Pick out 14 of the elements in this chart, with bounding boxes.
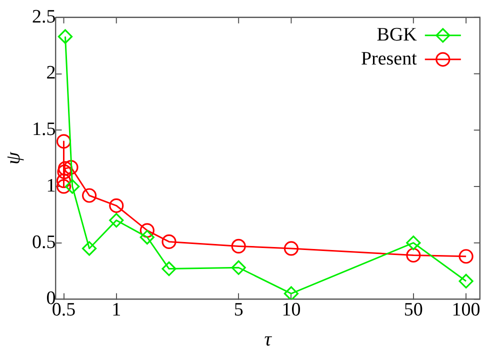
x-tick-label: 1 — [112, 300, 122, 321]
x-tick-label: 100 — [452, 300, 480, 321]
x-tick-label: 5 — [234, 300, 244, 321]
y-tick-label: 1 — [46, 175, 56, 196]
y-tick-label: 2.5 — [32, 6, 56, 28]
y-tick-label: 2 — [46, 62, 56, 84]
x-tick-label: 50 — [404, 300, 423, 321]
y-axis-title: ψ — [2, 152, 24, 165]
legend-label: Present — [360, 48, 418, 70]
legend-label: BGK — [376, 24, 418, 46]
y-tick-label: 0.5 — [32, 232, 56, 253]
x-tick-label: 10 — [282, 300, 301, 321]
x-axis-title: τ — [264, 328, 272, 350]
y-tick-label: 1.5 — [32, 119, 56, 140]
